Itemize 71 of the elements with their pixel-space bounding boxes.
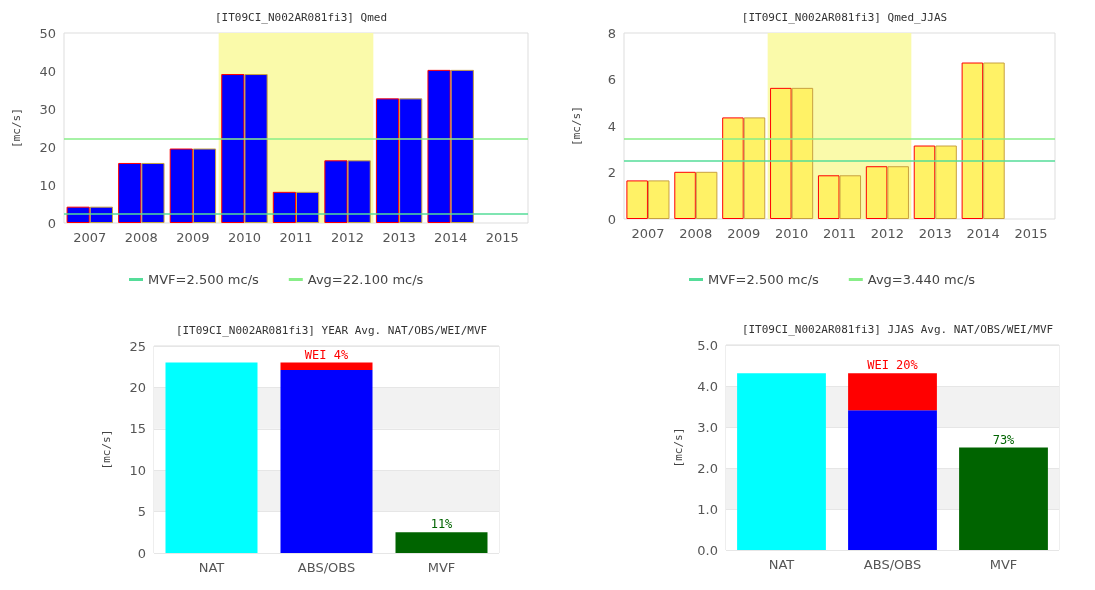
legend-label: MVF=2.500 mc/s bbox=[708, 272, 820, 287]
x-tick-label: 2015 bbox=[1014, 226, 1048, 241]
y-tick-label: 1.0 bbox=[697, 501, 718, 517]
y-tick-label: 2 bbox=[607, 165, 616, 180]
x-tick-label: 2011 bbox=[279, 230, 313, 245]
annotation: WEI 4% bbox=[304, 347, 349, 362]
legend-label: Avg=22.100 mc/s bbox=[307, 272, 424, 287]
x-tick-label: 2012 bbox=[870, 226, 904, 241]
bar bbox=[280, 370, 373, 553]
x-tick-label: NAT bbox=[768, 557, 795, 572]
x-tick-label: 2008 bbox=[124, 230, 158, 245]
y-tick-label: 0.0 bbox=[697, 542, 718, 558]
annotation: 73% bbox=[992, 432, 1016, 447]
x-tick-label: 2011 bbox=[822, 226, 857, 241]
x-tick-label: 2009 bbox=[176, 230, 210, 245]
y-axis-title: [mc/s] bbox=[100, 429, 113, 470]
y-tick-label: 8 bbox=[607, 25, 616, 41]
bar bbox=[959, 447, 1048, 550]
x-tick-label: 2010 bbox=[227, 230, 261, 245]
x-tick-label: 2008 bbox=[679, 226, 713, 241]
chart-title: [IT09CI_N002AR081fi3] YEAR Avg. NAT/OBS/WEI/MVF bbox=[175, 324, 488, 337]
bar bbox=[848, 410, 937, 550]
annotation: WEI 20% bbox=[867, 358, 919, 373]
x-tick-label: 2014 bbox=[966, 226, 1000, 241]
y-tick-label: 4 bbox=[607, 118, 616, 134]
x-tick-label: 2010 bbox=[775, 226, 809, 241]
y-tick-label: 0 bbox=[607, 211, 616, 227]
y-axis-title: [mc/s] bbox=[10, 108, 23, 148]
x-tick-label: 2013 bbox=[382, 230, 416, 245]
x-tick-label: ABS/OBS bbox=[297, 560, 356, 575]
x-tick-label: 2007 bbox=[73, 230, 107, 245]
y-tick-label: 6 bbox=[607, 72, 616, 87]
x-tick-label: 2012 bbox=[331, 230, 365, 245]
y-tick-label: 5 bbox=[137, 504, 146, 520]
bar bbox=[737, 373, 826, 550]
x-tick-label: 2014 bbox=[434, 230, 468, 245]
y-tick-label: 0 bbox=[47, 215, 56, 231]
chart-title: [IT09CI_N002AR081fi3] Qmed_JJAS bbox=[741, 11, 948, 24]
y-tick-label: 15 bbox=[129, 421, 146, 437]
y-tick-label: 50 bbox=[39, 25, 56, 41]
y-tick-label: 20 bbox=[129, 379, 146, 395]
y-tick-label: 2.0 bbox=[697, 460, 718, 476]
y-tick-label: 10 bbox=[39, 177, 56, 193]
bar bbox=[395, 532, 488, 553]
chart-title: [IT09CI_N002AR081fi3] JJAS Avg. NAT/OBS/WEI/MVF bbox=[741, 323, 1054, 336]
y-tick-label: 25 bbox=[129, 338, 146, 354]
y-tick-label: 10 bbox=[129, 462, 146, 478]
chart-title: [IT09CI_N002AR081fi3] Qmed bbox=[214, 11, 388, 24]
y-tick-label: 3.0 bbox=[697, 419, 718, 435]
x-tick-label: NAT bbox=[198, 560, 225, 575]
x-tick-label: 2015 bbox=[485, 230, 519, 245]
x-tick-label: 2009 bbox=[727, 226, 761, 241]
x-tick-label: MVF bbox=[427, 560, 456, 575]
legend-label: MVF=2.500 mc/s bbox=[148, 272, 260, 287]
y-axis-title: [mc/s] bbox=[570, 106, 583, 146]
bar bbox=[848, 373, 937, 411]
annotation: 11% bbox=[430, 517, 454, 532]
bar bbox=[165, 362, 258, 553]
y-tick-label: 20 bbox=[39, 139, 56, 155]
legend-label: Avg=3.440 mc/s bbox=[867, 272, 976, 287]
y-tick-label: 30 bbox=[39, 101, 56, 117]
x-tick-label: MVF bbox=[989, 557, 1018, 572]
x-tick-label: ABS/OBS bbox=[863, 557, 922, 572]
y-tick-label: 0 bbox=[137, 545, 146, 561]
y-tick-label: 4.0 bbox=[697, 378, 718, 394]
y-tick-label: 40 bbox=[39, 63, 56, 79]
bar bbox=[280, 362, 373, 371]
y-tick-label: 5.0 bbox=[697, 337, 718, 353]
x-tick-label: 2013 bbox=[918, 226, 952, 241]
y-axis-title: [mc/s] bbox=[672, 427, 685, 468]
x-tick-label: 2007 bbox=[631, 226, 665, 241]
